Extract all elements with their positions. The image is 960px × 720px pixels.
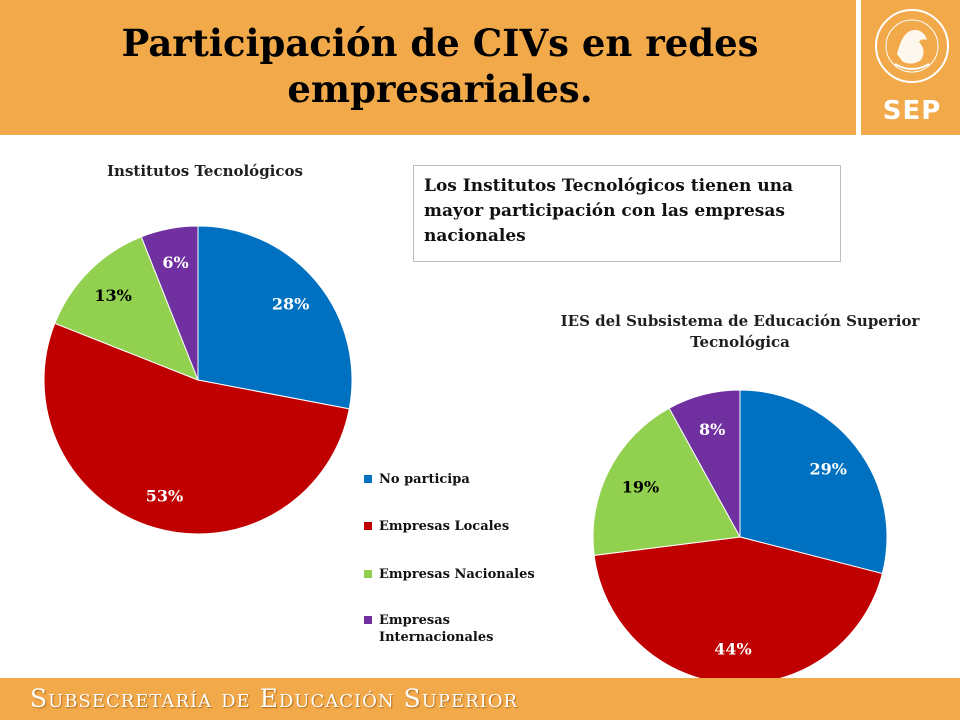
pie2-slice-no-participa [739,389,888,575]
pie1-label-empresas-internacionales: 6% [162,253,188,272]
legend-item-empresas-locales: Empresas Locales [364,518,559,535]
legend-swatch [364,570,372,578]
legend-label: Empresas Locales [379,519,510,534]
legend-swatch [364,616,372,624]
legend-label: No participa [379,472,470,487]
seal-panel: SEP [858,0,960,135]
legend-label: Empresas Internacionales [379,613,494,645]
footer-text: Subsecretaría de Educación Superior [30,684,519,713]
footer-bar: Subsecretaría de Educación Superior [0,678,960,720]
chart1-title: Institutos Tecnológicos [107,162,303,180]
page-title-line2: empresariales. [287,67,593,111]
pie1-slice-no-participa [197,225,353,410]
pie2-label-empresas-locales: 44% [714,639,751,658]
legend-item-empresas-nacionales: Empresas Nacionales [364,566,559,583]
legend-swatch [364,522,372,530]
legend-label: Empresas Nacionales [379,567,535,582]
legend-item-no-participa: No participa [364,471,559,488]
pie1-label-empresas-nacionales: 13% [94,286,131,305]
header-bar: Participación de CIVs en redes empresari… [0,0,856,135]
pie1-slice-empresas-locales [43,322,350,535]
legend-swatch [364,475,372,483]
callout-box: Los Institutos Tecnológicos tienen una m… [413,165,841,262]
pie2-slice-empresas-internacionales [668,389,741,538]
chart2-title: IES del Subsistema de Educación Superior… [560,312,920,351]
page-title: Participación de CIVs en redes empresari… [40,20,840,112]
pie2-label-empresas-internacionales: 8% [699,420,725,439]
pie1-label-no-participa: 28% [272,294,309,313]
pie1-label-empresas-locales: 53% [146,486,183,505]
pie1-slice-empresas-nacionales [54,236,199,381]
pie2-label-no-participa: 29% [810,460,847,479]
pie2-slice-empresas-nacionales [592,407,741,556]
pie2-label-empresas-nacionales: 19% [622,477,659,496]
mexico-seal-icon [875,9,949,83]
sep-logo: SEP [882,96,942,126]
legend-item-empresas-internacionales: Empresas Internacionales [364,612,519,646]
pie1-slice-empresas-internacionales [140,225,199,381]
page-title-line1: Participación de CIVs en redes [121,21,759,65]
